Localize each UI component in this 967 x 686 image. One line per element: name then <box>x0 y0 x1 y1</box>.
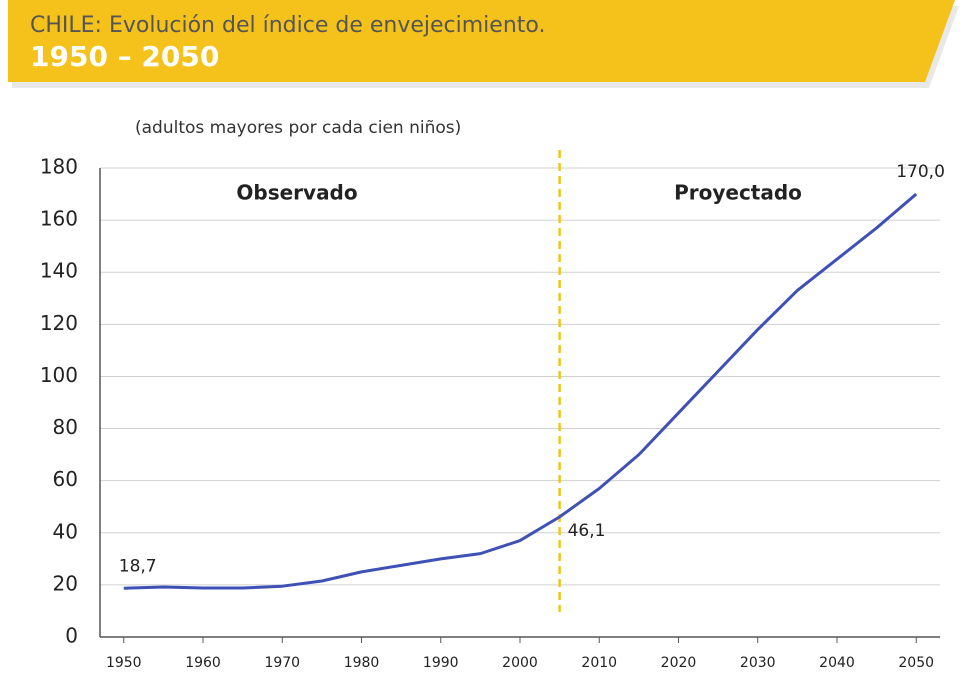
x-tick-label: 1960 <box>185 655 221 671</box>
y-axis-label: (adultos mayores por cada cien niños) <box>135 118 461 138</box>
chart-subtitle: 1950 – 2050 <box>30 40 219 73</box>
y-tick-label: 0 <box>65 624 78 648</box>
data-label: 18,7 <box>119 556 157 576</box>
y-tick-label: 80 <box>53 415 78 439</box>
y-tick-label: 180 <box>40 155 78 179</box>
x-tick-label: 2030 <box>740 655 776 671</box>
x-tick-label: 1990 <box>423 655 459 671</box>
data-label: 46,1 <box>568 521 606 541</box>
x-tick-label: 2040 <box>819 655 855 671</box>
y-tick-label: 160 <box>40 207 78 231</box>
banner <box>8 0 955 82</box>
chart-title: CHILE: Evolución del índice de envejecim… <box>30 13 545 38</box>
y-tick-label: 20 <box>53 571 78 595</box>
y-tick-label: 40 <box>53 519 78 543</box>
x-tick-label: 2000 <box>502 655 538 671</box>
x-tick-label: 2020 <box>661 655 697 671</box>
data-label: 170,0 <box>896 162 945 182</box>
annotation: Observado <box>236 181 357 205</box>
x-tick-label: 2010 <box>581 655 617 671</box>
y-tick-label: 140 <box>40 259 78 283</box>
x-tick-label: 2050 <box>898 655 934 671</box>
x-tick-label: 1970 <box>264 655 300 671</box>
x-tick-label: 1950 <box>106 655 142 671</box>
x-tick-label: 1980 <box>344 655 380 671</box>
y-tick-label: 60 <box>53 467 78 491</box>
line <box>123 192 918 590</box>
annotation: Proyectado <box>674 181 802 205</box>
y-tick-label: 120 <box>40 311 78 335</box>
y-tick-label: 100 <box>40 363 78 387</box>
